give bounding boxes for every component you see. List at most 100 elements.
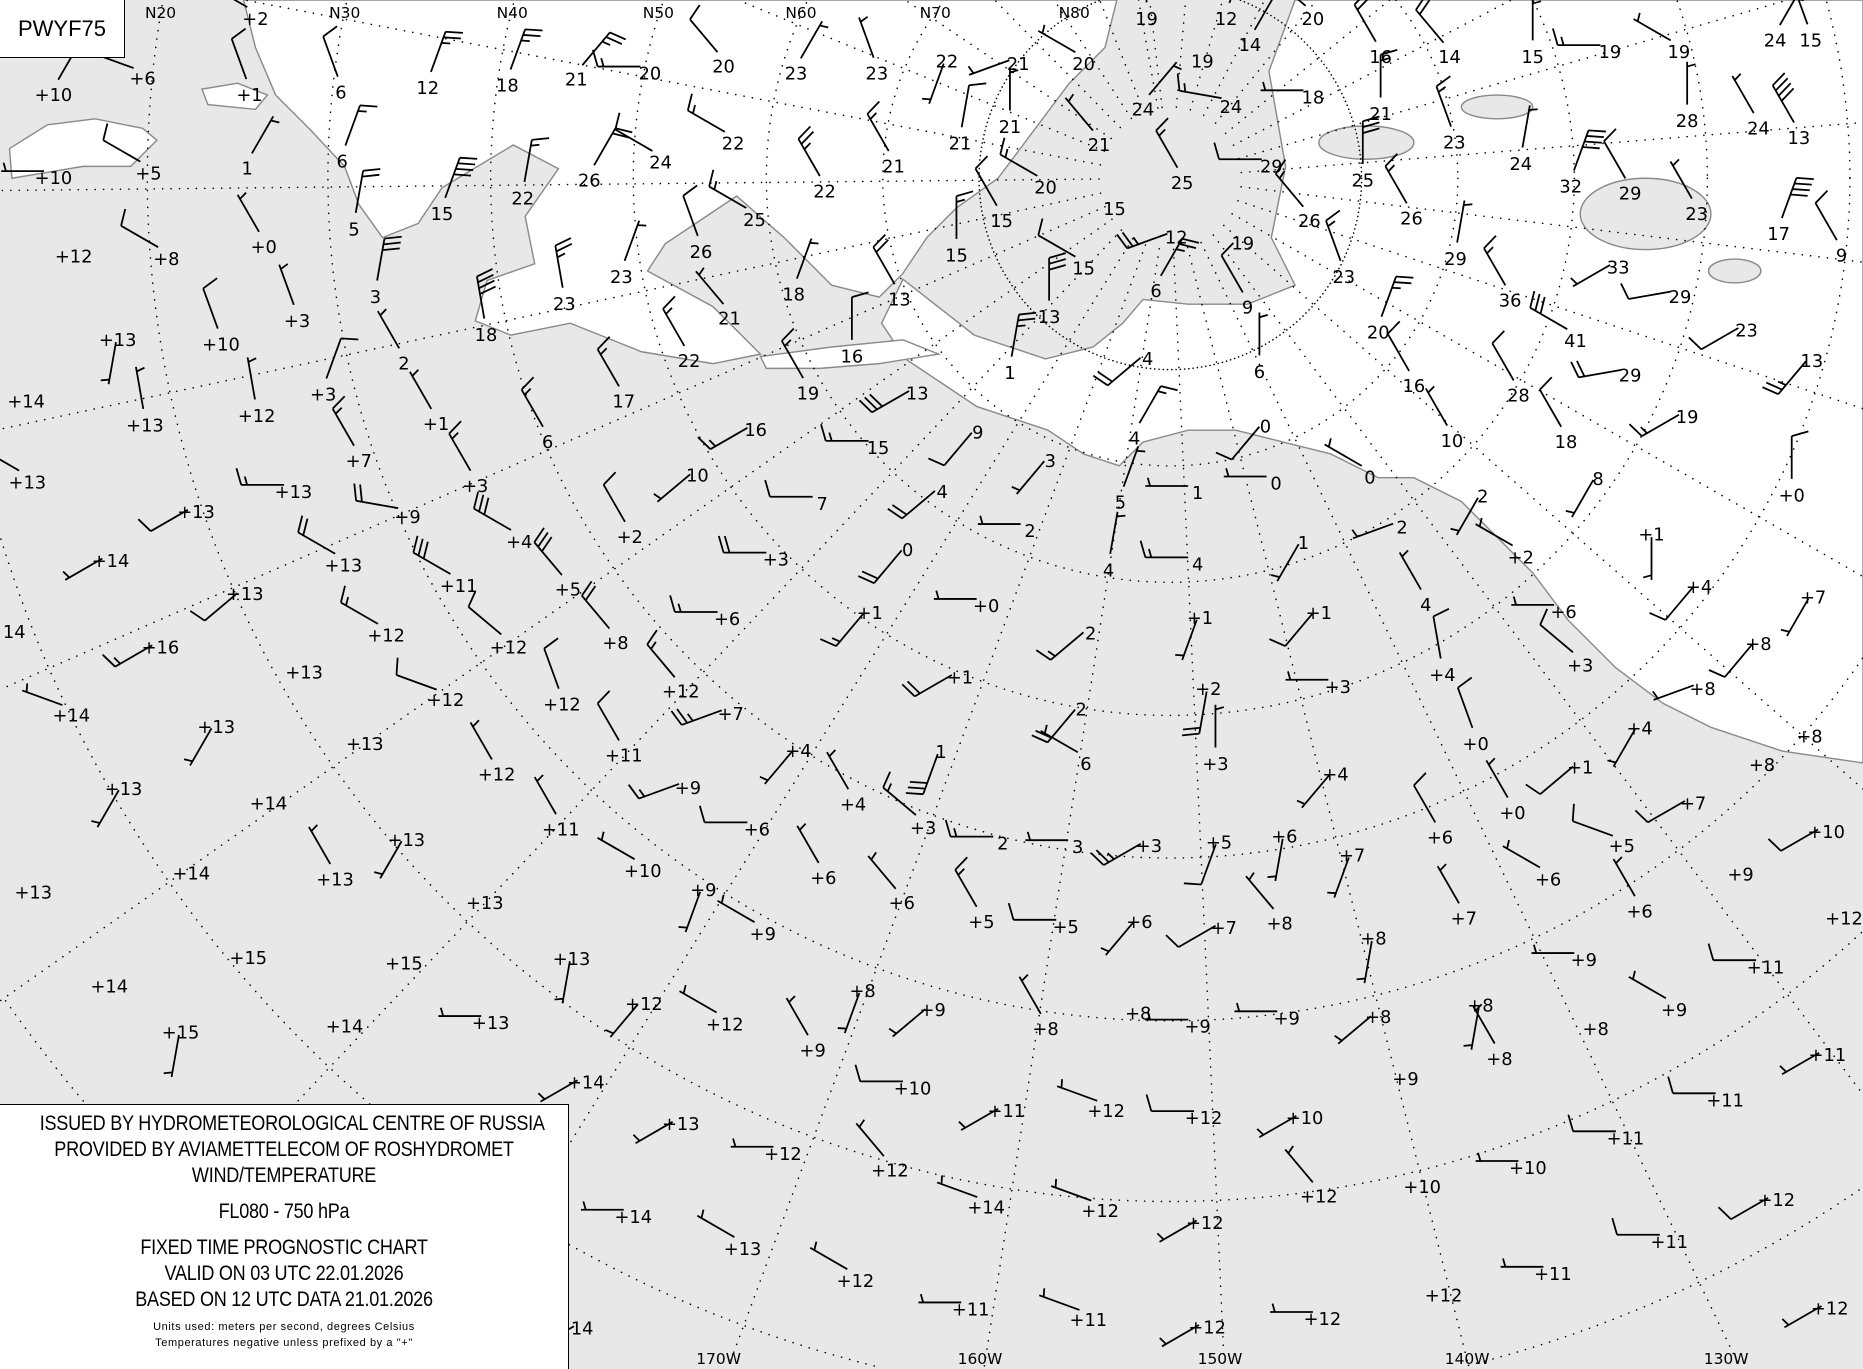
station-plot: +11: [596, 690, 643, 767]
wind-barb: [1717, 1197, 1769, 1221]
wind-barb: [867, 851, 897, 890]
wind-barb: [697, 427, 748, 450]
station-plot: +14: [326, 1017, 364, 1038]
temperature-label: +9: [750, 924, 776, 945]
temperature-label: 15: [990, 211, 1013, 232]
station-plot: 2: [944, 819, 1008, 855]
wind-barb: [1781, 177, 1814, 219]
station-plot: +7: [331, 395, 372, 472]
temperature-label: 6: [335, 83, 346, 104]
station-plot: 17: [1767, 177, 1814, 245]
station-plot: 6: [1150, 237, 1200, 302]
station-plot: 14: [3, 622, 26, 643]
wind-barb: [1223, 467, 1267, 478]
station-plot: +9: [1234, 1002, 1300, 1029]
temperature-label: 1: [935, 742, 946, 763]
station-plot: +5: [954, 856, 995, 933]
station-plot: +8: [1472, 1003, 1513, 1070]
temperature-label: +14: [967, 1197, 1005, 1218]
wind-barb: [308, 824, 332, 865]
wind-barb: [353, 483, 399, 510]
temperature-label: 1: [1298, 533, 1309, 554]
land-asia: [242, 0, 1118, 365]
wind-barb: [430, 30, 463, 73]
temperature-label: 25: [1171, 173, 1194, 194]
wind-barb: [297, 515, 336, 555]
temperature-label: +5: [135, 163, 161, 184]
station-plot: +14: [537, 1073, 605, 1103]
station-plot: +14: [580, 1201, 652, 1228]
wind-barb: [708, 169, 747, 209]
temperature-label: +12: [871, 1160, 909, 1181]
station-plot: 23: [553, 237, 576, 315]
station-plot: +2: [1475, 517, 1534, 568]
station-plot: +11: [958, 1101, 1025, 1131]
lon-label: 160W: [958, 1350, 1003, 1368]
station-plot: +1: [230, 27, 263, 106]
wind-barb: [1214, 704, 1225, 748]
wind-barb: [596, 336, 620, 387]
station-plot: +11: [1038, 1288, 1107, 1331]
station-plot: 8: [1565, 469, 1604, 518]
station-plot: +3: [1090, 836, 1162, 866]
station-plot: +9: [785, 995, 826, 1061]
station-plot: +3: [448, 420, 488, 497]
station-plot: +0: [933, 590, 999, 617]
temperature-label: 0: [1270, 474, 1281, 495]
wind-barb: [1652, 684, 1694, 701]
lat-label: N70: [920, 4, 951, 22]
station-plot: +9: [627, 778, 701, 800]
station-plot: +9: [888, 1000, 946, 1038]
station-plot: +13: [99, 330, 136, 385]
wind-barb: [1327, 857, 1350, 898]
station-plot: +7: [1436, 863, 1477, 930]
station-plot: 21: [866, 100, 905, 177]
wind-barb: [395, 657, 437, 691]
temperature-label: +4: [785, 741, 811, 762]
wind-barb: [448, 420, 472, 472]
station-plot: 9: [928, 423, 984, 467]
station-plot: +2: [1181, 679, 1221, 737]
temperature-label: +12: [1825, 909, 1863, 930]
station-plot: 17: [596, 336, 635, 413]
station-plot: 14: [1415, 0, 1461, 68]
station-plot: 21: [565, 31, 627, 91]
units-note: Units used: meters per second, degrees C…: [153, 1321, 415, 1333]
temperature-label: +9: [1571, 950, 1597, 971]
wind-barb: [354, 168, 381, 213]
temperature-label: 29: [1444, 249, 1467, 270]
temperature-label: 2: [1024, 521, 1035, 542]
station-plot: +13: [466, 893, 504, 914]
temperature-label: +8: [1583, 1019, 1609, 1040]
wind-barb: [377, 308, 400, 349]
wind-barb: [764, 479, 813, 498]
station-plot: +10: [1, 162, 72, 189]
station-plot: 19: [1191, 52, 1214, 73]
station-plot: +13: [235, 467, 312, 503]
station-plot: +12: [1425, 1285, 1463, 1306]
station-plot: +13: [183, 717, 235, 766]
station-plot: +3: [310, 337, 359, 405]
wind-barb: [1475, 1152, 1519, 1162]
temperature-label: 23: [1735, 320, 1758, 341]
station-plot: +15: [230, 948, 268, 969]
wind-barb: [632, 1121, 674, 1144]
wind-barb: [1269, 612, 1314, 647]
wind-barb: [21, 683, 63, 706]
temperature-label: 18: [1302, 87, 1325, 108]
temperature-label: +14: [52, 705, 90, 726]
temperature-label: +1: [1567, 758, 1593, 779]
temperature-label: +3: [462, 476, 488, 497]
wind-barb: [960, 82, 987, 128]
station-plot: 5: [348, 168, 381, 240]
temperature-label: +11: [605, 746, 643, 767]
wind-barb: [1245, 872, 1275, 910]
temperature-label: +6: [129, 68, 155, 89]
station-plot: +11: [1779, 1045, 1846, 1076]
wind-barb: [623, 220, 647, 262]
wind-barb: [1628, 970, 1667, 1000]
wind-barb: [1731, 73, 1755, 114]
wind-barb: [851, 291, 869, 340]
temperature-label: +9: [800, 1040, 826, 1061]
station-plot: 23: [1325, 209, 1355, 288]
